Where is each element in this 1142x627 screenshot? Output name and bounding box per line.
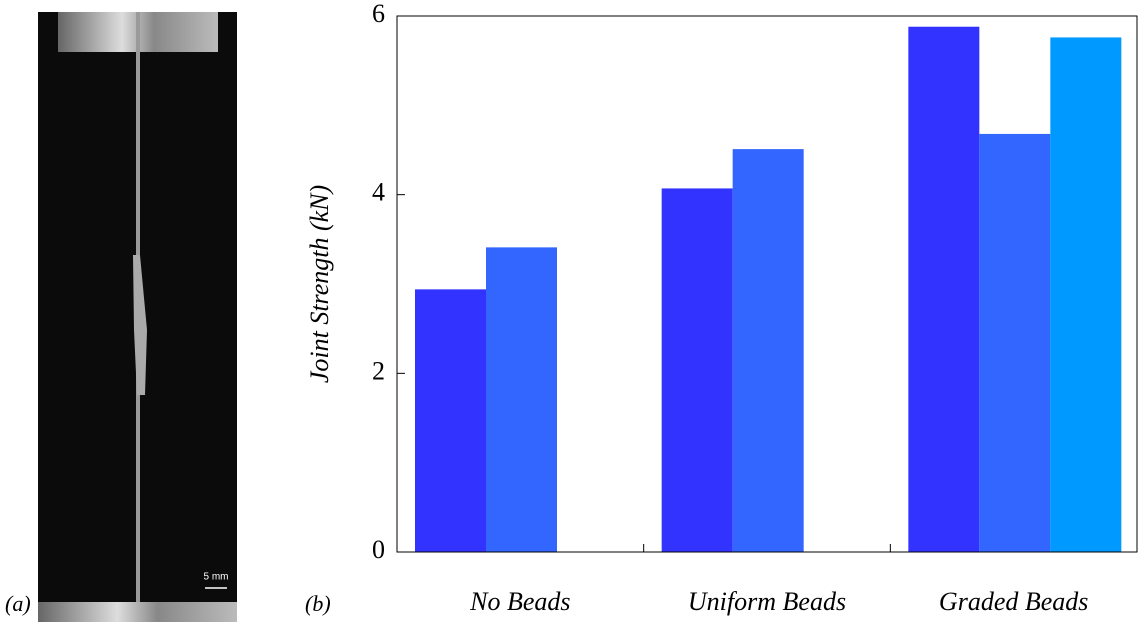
panel-label: (b) [305, 591, 331, 616]
y-tick-label: 2 [372, 356, 385, 385]
x-tick-label: Uniform Beads [688, 587, 846, 616]
y-tick-label: 6 [372, 0, 385, 28]
joint [133, 255, 147, 395]
y-tick-label: 4 [372, 178, 385, 207]
bar [486, 247, 557, 552]
bar [661, 188, 733, 552]
panel-label: (a) [5, 591, 31, 616]
y-axis-label: Joint Strength (kN) [305, 185, 334, 383]
bar [979, 133, 1051, 553]
lower-grip [38, 602, 237, 622]
plot-frame [396, 15, 1138, 553]
bar [908, 26, 980, 553]
bar [1050, 37, 1122, 552]
x-tick-label: Graded Beads [939, 587, 1088, 616]
photo: 5 mm [38, 12, 237, 622]
bar [415, 289, 486, 552]
x-tick-label: No Beads [469, 587, 570, 616]
scale-label: 5 mm [204, 572, 229, 583]
bar [732, 149, 804, 552]
y-tick-label: 0 [372, 535, 385, 564]
